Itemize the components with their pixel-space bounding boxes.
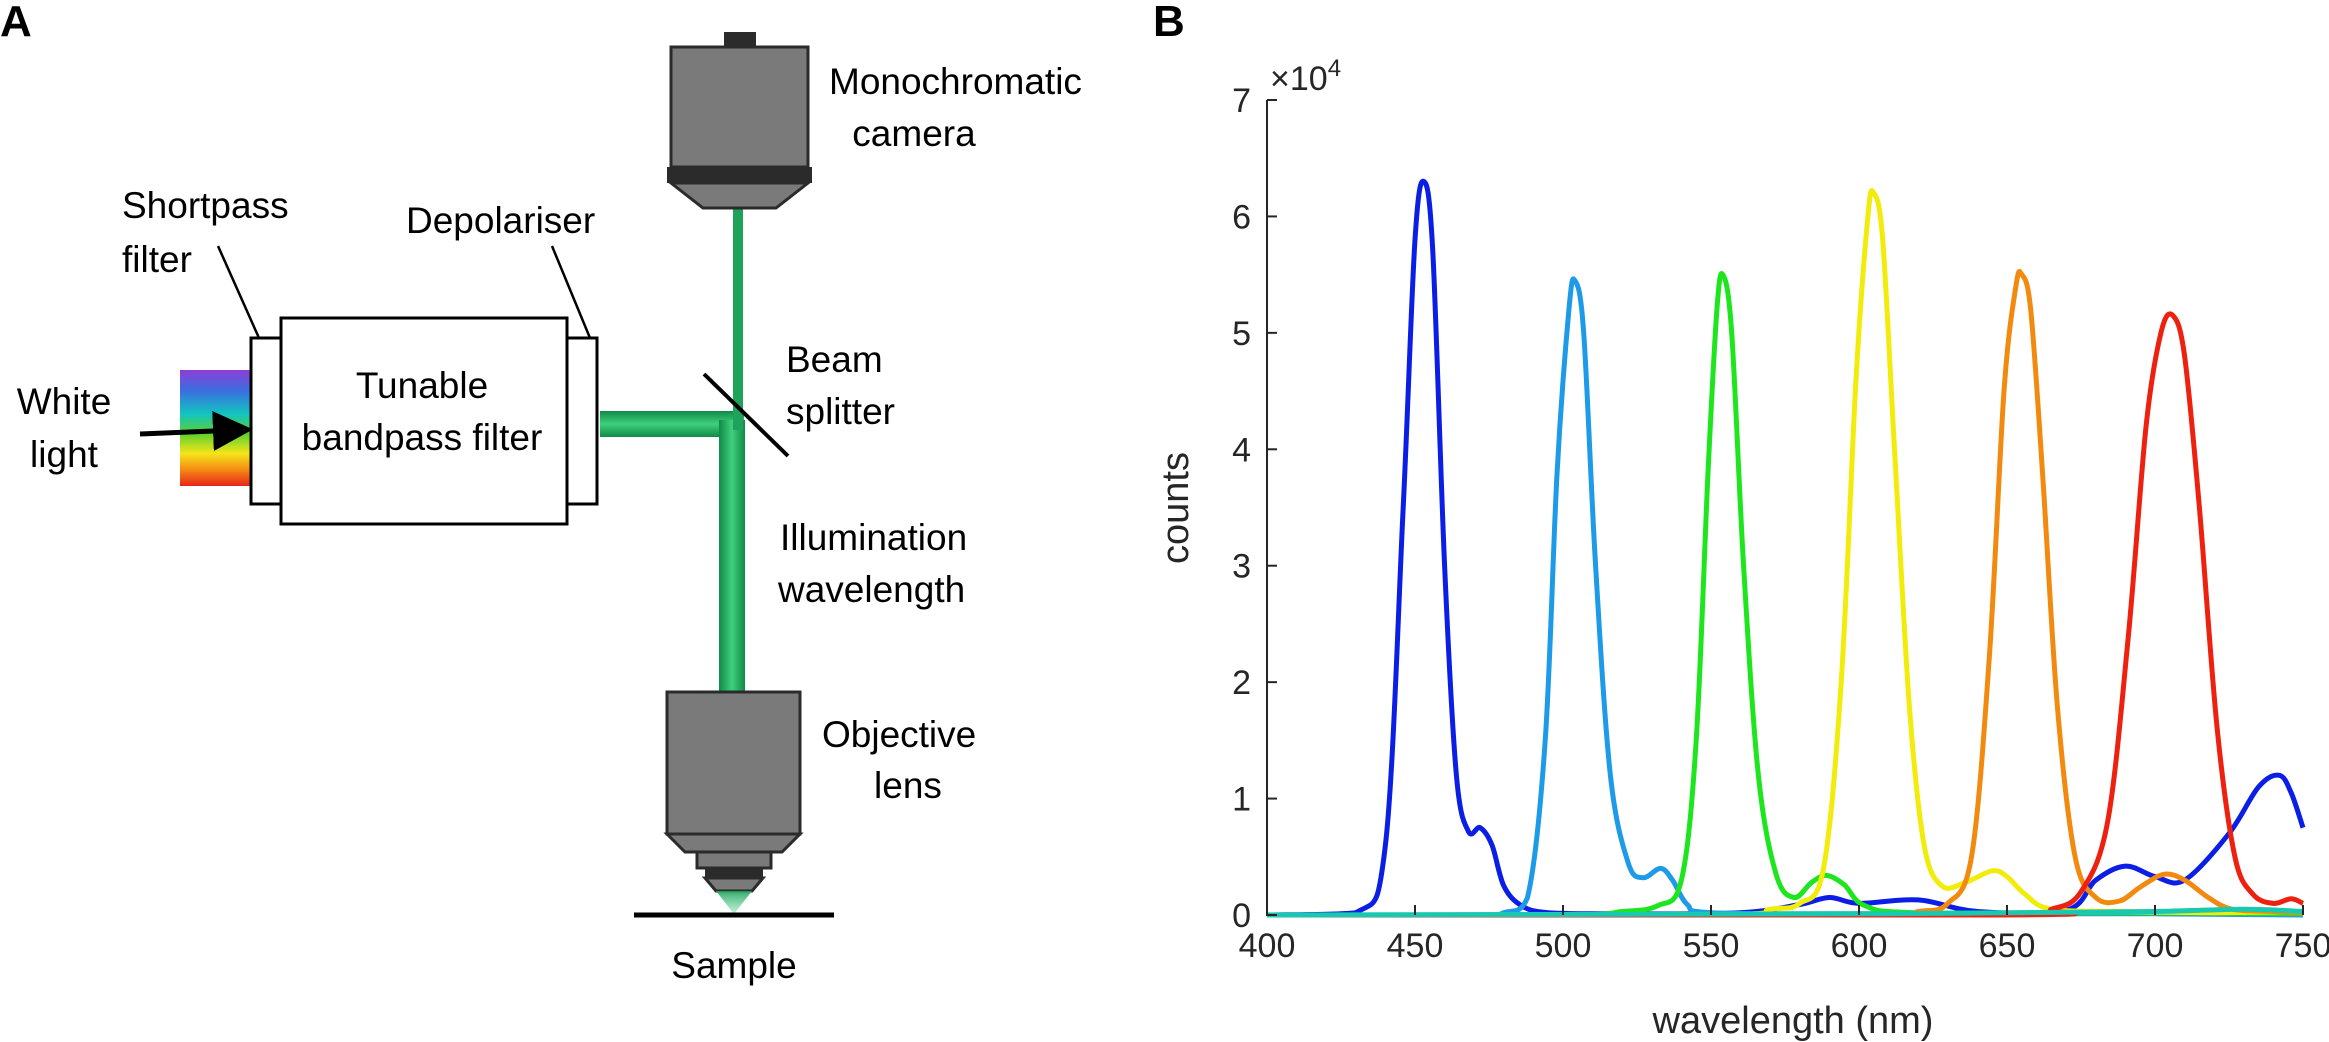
series-line-7	[1266, 906, 2304, 918]
y-tick-label: 5	[1232, 315, 1251, 353]
panel-a-letter: A	[0, 0, 32, 46]
label-beam-splitter-2: splitter	[786, 391, 895, 432]
label-sample: Sample	[671, 945, 796, 986]
y-axis-label: counts	[1155, 452, 1197, 564]
y-tick-label: 7	[1232, 82, 1251, 120]
depolariser-leader-line	[550, 245, 592, 339]
series-layer	[1266, 178, 2306, 918]
y-tick-label: 6	[1232, 198, 1251, 236]
y-tick-label: 2	[1232, 664, 1251, 702]
x-tick-label: 700	[2127, 927, 2184, 965]
y-tick-label: 0	[1232, 897, 1251, 935]
label-shortpass-2: filter	[122, 239, 192, 280]
y-multiplier-exponent: 4	[1328, 55, 1341, 82]
label-monochromatic-1: Monochromatic	[829, 61, 1082, 102]
series-line-3	[1267, 271, 2304, 918]
objective-lens	[663, 690, 804, 914]
panel-b-letter: B	[1153, 0, 1185, 46]
shortpass-filter	[249, 336, 283, 506]
beam-splitter	[702, 372, 790, 458]
x-tick-label: 650	[1979, 927, 2036, 965]
spectra-plot: 400 450 500 550 600 650 700 750 0 1 2 3 4 5 6 7	[1232, 82, 2329, 965]
series-line-5	[1267, 269, 2304, 918]
label-monochromatic-2: camera	[852, 113, 976, 154]
label-tunable-2: bandpass filter	[302, 417, 543, 458]
series-line-4	[1267, 188, 2304, 918]
label-white-light-2: light	[30, 434, 99, 475]
x-tick-label: 500	[1535, 927, 1592, 965]
y-tick-label: 4	[1232, 431, 1251, 469]
label-beam-splitter-1: Beam	[786, 339, 883, 380]
x-ticks: 400 450 500 550 600 650 700 750	[1239, 905, 2329, 965]
shortpass-leader-line	[216, 245, 261, 339]
series-line-2	[1267, 276, 2304, 918]
white-light-spectrum	[180, 370, 252, 486]
illumination-beam	[719, 420, 745, 692]
x-tick-label: 750	[2275, 927, 2329, 965]
detection-beam	[733, 208, 743, 430]
y-multiplier-base: ×10	[1270, 60, 1328, 98]
label-shortpass-1: Shortpass	[122, 185, 289, 226]
label-illumination-2: wavelength	[777, 569, 965, 610]
axes-box	[1266, 100, 2303, 916]
label-objective-1: Objective	[822, 714, 976, 755]
y-multiplier: ×104	[1270, 55, 1341, 98]
label-white-light-1: White	[17, 381, 112, 422]
tunable-bandpass-filter	[279, 316, 569, 526]
y-ticks: 0 1 2 3 4 5 6 7	[1232, 82, 1277, 935]
x-tick-label: 600	[1831, 927, 1888, 965]
x-tick-label: 400	[1239, 927, 1296, 965]
series-line-1	[1266, 178, 2306, 918]
x-axis-label: wavelength (nm)	[1652, 1000, 1934, 1042]
white-light-arrow	[139, 411, 253, 452]
x-tick-label: 450	[1387, 927, 1444, 965]
label-tunable-1: Tunable	[356, 365, 488, 406]
label-illumination-1: Illumination	[780, 517, 967, 558]
y-tick-label: 3	[1232, 548, 1251, 586]
panel-a: A	[0, 0, 1082, 986]
monochromatic-camera	[666, 32, 813, 210]
depolariser	[565, 336, 599, 506]
y-tick-label: 1	[1232, 781, 1251, 819]
series-line-6	[1267, 311, 2305, 918]
x-tick-label: 550	[1683, 927, 1740, 965]
label-objective-2: lens	[874, 765, 942, 806]
label-depolariser: Depolariser	[406, 200, 595, 241]
